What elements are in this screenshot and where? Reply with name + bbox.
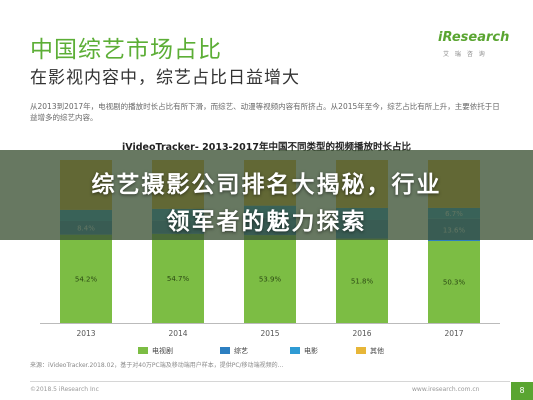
chart-title: iVideoTracker- 2013-2017年中国不同类型的视频播放时长占比 [122,142,411,153]
data-label-2014-series-0: 54.7% [167,275,190,283]
legend-swatch-movie [290,347,300,354]
headline-line-2: 领军者的魅力探索 [166,209,367,235]
slide-subtitle: 在影视内容中，综艺占比日益增大 [30,68,300,88]
headline-banner [0,150,533,240]
legend-label-tv: 电视剧 [152,347,173,355]
legend-swatch-tv [138,347,148,354]
legend-swatch-other [356,347,366,354]
data-label-2017-series-0: 50.3% [443,279,466,287]
copyright: ©2018.5 iResearch Inc [30,386,99,393]
bar-2017-series-0 [428,241,480,323]
headline-line-1: 综艺摄影公司排名大揭秘，行业 [91,172,442,198]
page-number: 8 [511,382,533,400]
bar-2014-series-0 [152,233,204,323]
bar-2016-series-0 [336,238,388,323]
slide-title: 中国综艺市场占比 [30,37,222,63]
x-tick-label-2013: 2013 [76,329,95,338]
brand-subtitle: 艾 瑞 咨 询 [443,51,487,58]
bar-2013-series-0 [60,234,112,323]
x-tick-label-2016: 2016 [352,329,371,338]
data-label-2013-series-0: 54.2% [75,275,98,283]
slide-description: 从2013到2017年，电视剧的播放时长占比有所下滑，而综艺、动漫等视频内容有所… [30,102,500,122]
x-tick-label-2014: 2014 [168,329,187,338]
source-note: 来源：iVideoTracker.2018.02，基于对40万PC端及移动端用户… [30,362,284,369]
bar-2015-series-0 [244,235,296,323]
legend-swatch-variety [220,347,230,354]
website: www.iresearch.com.cn [412,386,480,393]
data-label-2015-series-0: 53.9% [259,276,282,284]
x-tick-label-2017: 2017 [444,329,463,338]
legend-label-other: 其他 [370,347,384,355]
legend-label-movie: 电影 [304,347,318,355]
legend-label-variety: 综艺 [234,347,248,355]
data-label-2016-series-0: 51.8% [351,277,374,285]
x-tick-label-2015: 2015 [260,329,279,338]
footer-divider [30,381,510,382]
brand-logo: iResearch [438,30,510,45]
